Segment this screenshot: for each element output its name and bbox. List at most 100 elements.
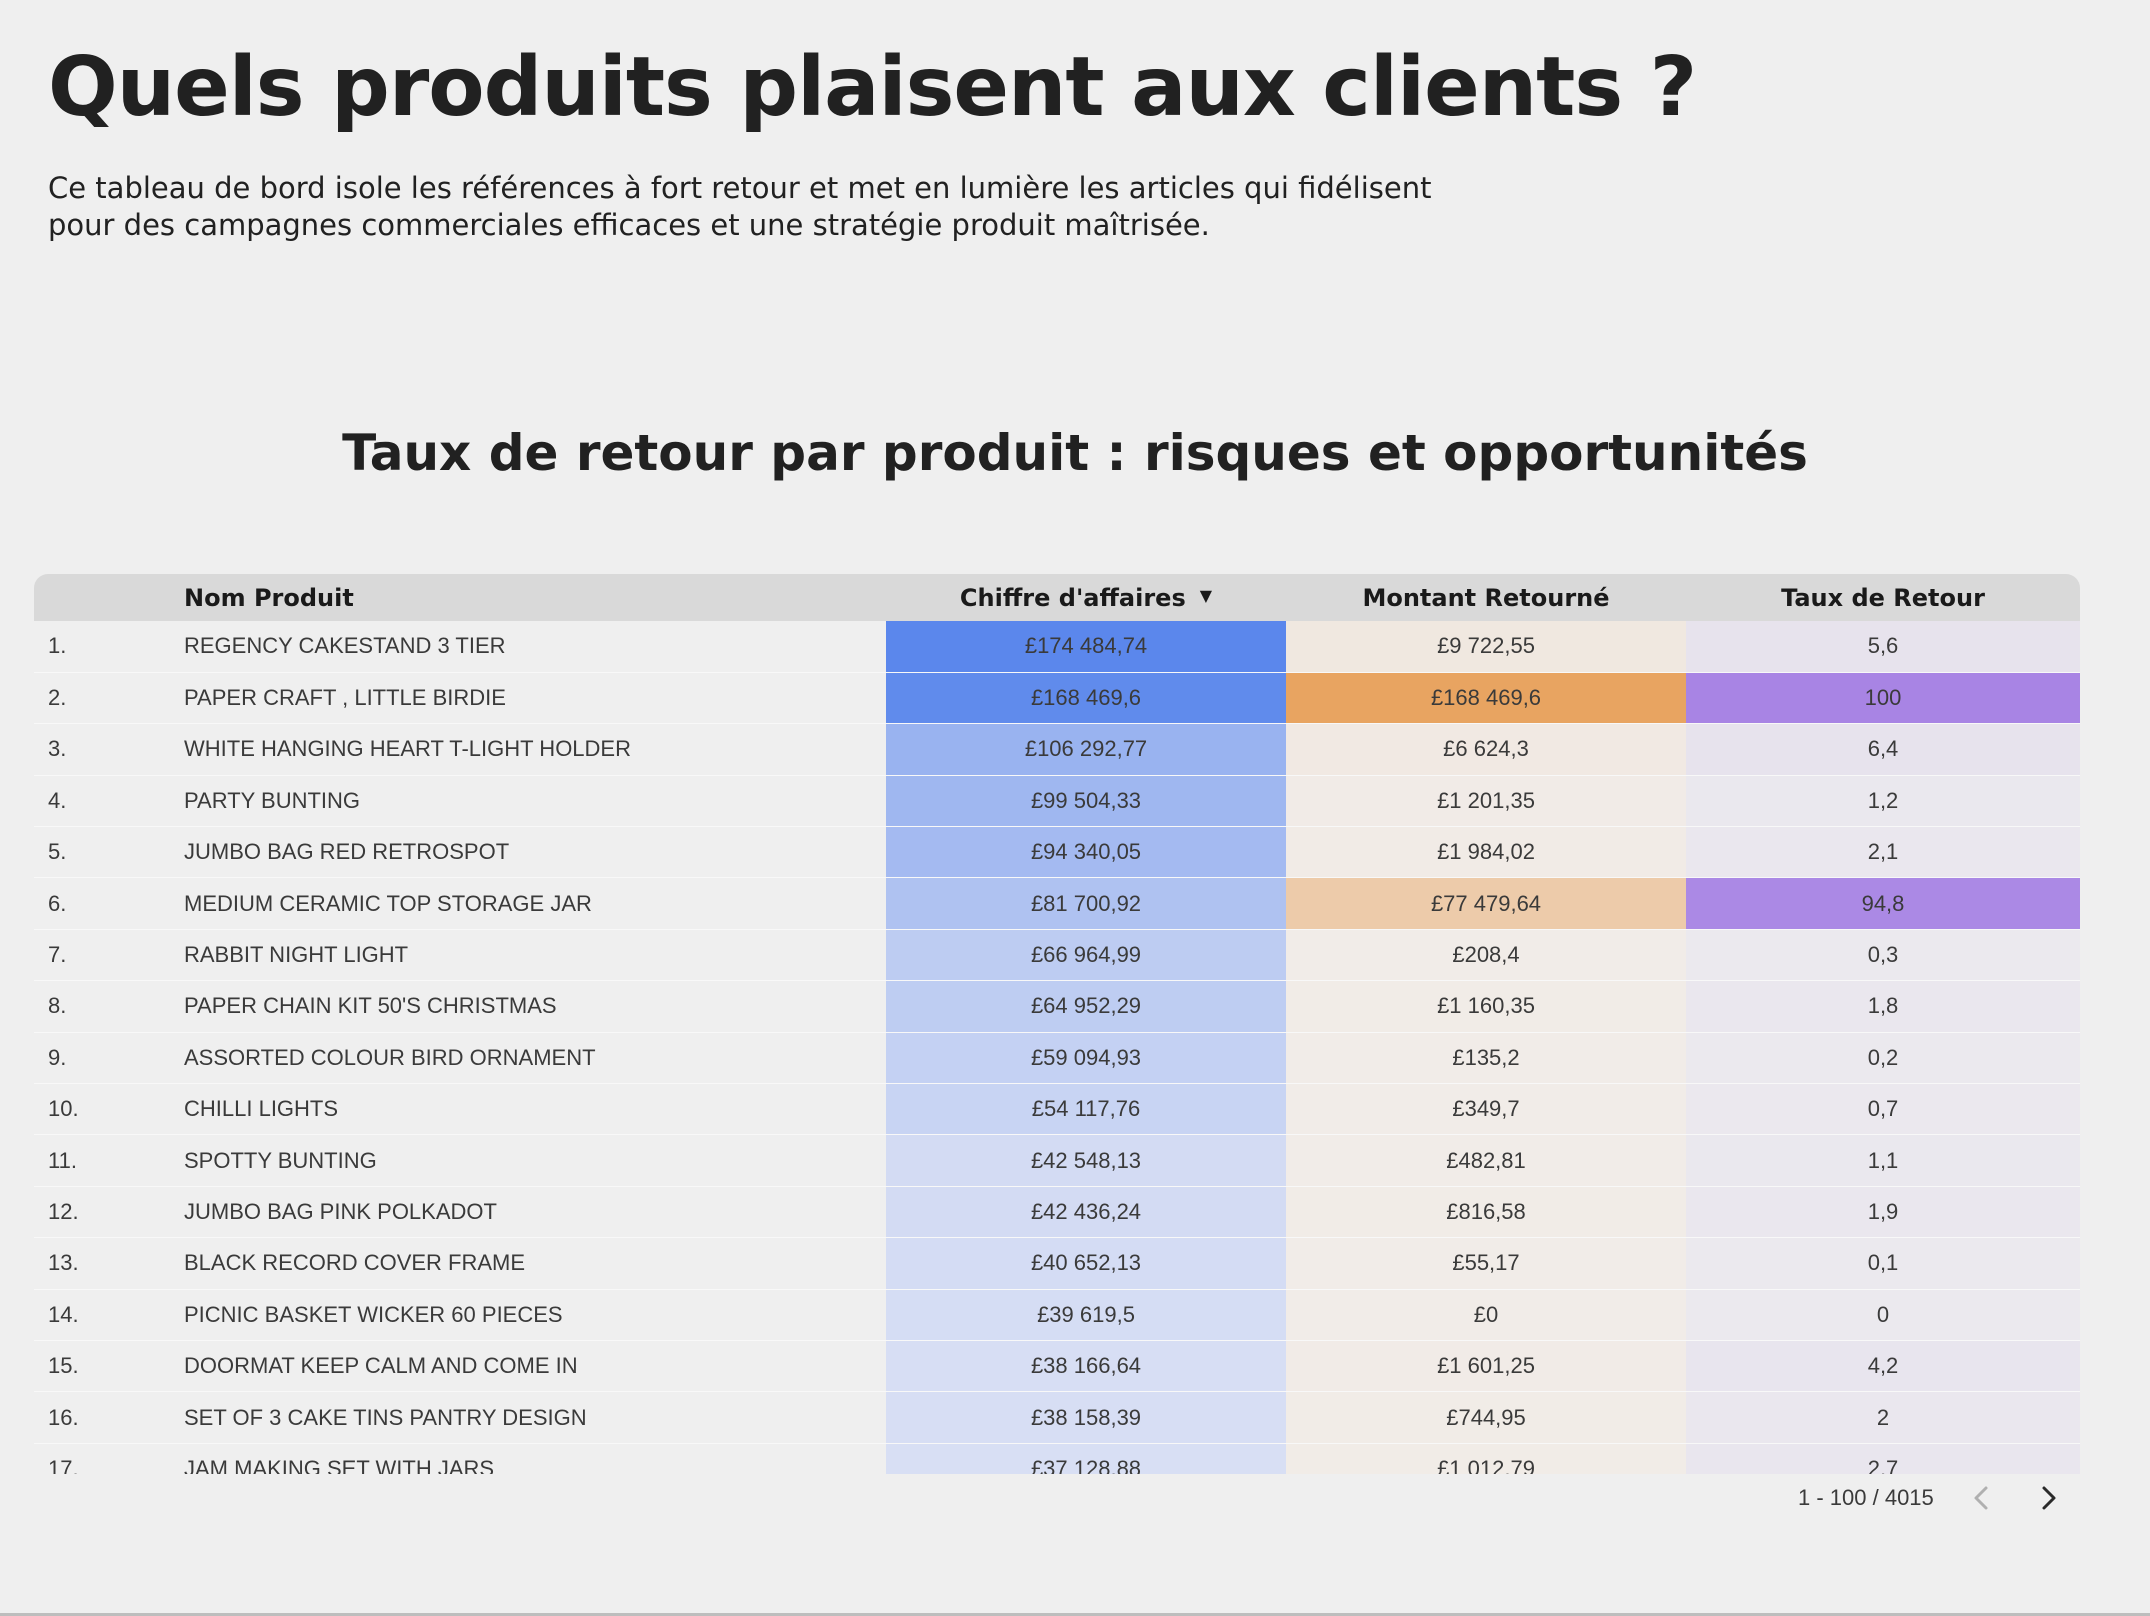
column-header-name[interactable]: Nom Produit <box>166 574 886 621</box>
returned-amount-cell: £1 984,02 <box>1286 826 1686 879</box>
table-row[interactable]: 17. JAM MAKING SET WITH JARS £37 128,88 £1 … <box>34 1443 2080 1474</box>
row-index: 9. <box>34 1032 166 1085</box>
product-name: WHITE HANGING HEART T-LIGHT HOLDER <box>166 723 886 776</box>
row-index: 3. <box>34 723 166 776</box>
revenue-cell: £66 964,99 <box>886 929 1286 982</box>
row-index: 4. <box>34 775 166 828</box>
table-row[interactable]: 15. DOORMAT KEEP CALM AND COME IN £38 166,… <box>34 1340 2080 1393</box>
revenue-cell: £39 619,5 <box>886 1289 1286 1341</box>
column-header-index <box>34 574 166 621</box>
return-rate-cell: 1,8 <box>1686 980 2080 1033</box>
returned-amount-cell: £1 012,79 <box>1286 1443 1686 1474</box>
return-rate-cell: 94,8 <box>1686 877 2080 930</box>
return-rate-cell: 0,1 <box>1686 1237 2080 1290</box>
table-row[interactable]: 4. PARTY BUNTING £99 504,33 £1 201,35 1,2 <box>34 775 2080 828</box>
product-name: SPOTTY BUNTING <box>166 1134 886 1187</box>
product-return-table[interactable]: Nom Produit Chiffre d'affaires ▼ Montant … <box>34 574 2080 1474</box>
row-index: 17. <box>34 1443 166 1474</box>
row-index: 12. <box>34 1186 166 1239</box>
row-index: 10. <box>34 1083 166 1136</box>
table-row[interactable]: 6. MEDIUM CERAMIC TOP STORAGE JAR £81 700,… <box>34 877 2080 930</box>
revenue-cell: £37 128,88 <box>886 1443 1286 1474</box>
intro-text: Ce tableau de bord isole les références … <box>48 170 1468 244</box>
table-row[interactable]: 7. RABBIT NIGHT LIGHT £66 964,99 £208,4 0,3 <box>34 929 2080 982</box>
row-index: 13. <box>34 1237 166 1290</box>
product-name: MEDIUM CERAMIC TOP STORAGE JAR <box>166 877 886 930</box>
column-header-returned[interactable]: Montant Retourné <box>1286 574 1686 621</box>
product-name: SET OF 3 CAKE TINS PANTRY DESIGN <box>166 1391 886 1444</box>
return-rate-cell: 1,1 <box>1686 1134 2080 1187</box>
returned-amount-cell: £55,17 <box>1286 1237 1686 1290</box>
row-index: 5. <box>34 826 166 879</box>
page-title: Quels produits plaisent aux clients ? <box>48 40 1697 135</box>
product-name: PARTY BUNTING <box>166 775 886 828</box>
return-rate-cell: 2,7 <box>1686 1443 2080 1474</box>
table-row[interactable]: 12. JUMBO BAG PINK POLKADOT £42 436,24 £816… <box>34 1186 2080 1239</box>
product-name: JUMBO BAG PINK POLKADOT <box>166 1186 886 1239</box>
table-row[interactable]: 8. PAPER CHAIN KIT 50'S CHRISTMAS £64 952,… <box>34 980 2080 1033</box>
product-name: BLACK RECORD COVER FRAME <box>166 1237 886 1290</box>
returned-amount-cell: £349,7 <box>1286 1083 1686 1136</box>
product-name: PAPER CHAIN KIT 50'S CHRISTMAS <box>166 980 886 1033</box>
product-name: RABBIT NIGHT LIGHT <box>166 929 886 982</box>
returned-amount-cell: £1 201,35 <box>1286 775 1686 828</box>
table-row[interactable]: 5. JUMBO BAG RED RETROSPOT £94 340,05 £1 98… <box>34 826 2080 879</box>
table-row[interactable]: 11. SPOTTY BUNTING £42 548,13 £482,81 1,1 <box>34 1134 2080 1187</box>
revenue-cell: £42 548,13 <box>886 1134 1286 1187</box>
caret-down-icon[interactable]: ▼ <box>1199 586 1213 605</box>
pagination: 1 - 100 / 4015 <box>1700 1478 2080 1518</box>
return-rate-cell: 2,1 <box>1686 826 2080 879</box>
table-row[interactable]: 3. WHITE HANGING HEART T-LIGHT HOLDER £106… <box>34 723 2080 776</box>
table-body: 1. REGENCY CAKESTAND 3 TIER £174 484,74 £9 … <box>34 621 2080 1474</box>
column-header-revenue[interactable]: Chiffre d'affaires ▼ <box>886 574 1286 621</box>
return-rate-cell: 100 <box>1686 672 2080 725</box>
product-name: DOORMAT KEEP CALM AND COME IN <box>166 1340 886 1393</box>
returned-amount-cell: £135,2 <box>1286 1032 1686 1085</box>
data-table: Nom Produit Chiffre d'affaires ▼ Montant … <box>34 574 2080 1474</box>
returned-amount-cell: £816,58 <box>1286 1186 1686 1239</box>
table-row[interactable]: 2. PAPER CRAFT , LITTLE BIRDIE £168 469,6 £… <box>34 672 2080 725</box>
return-rate-cell: 1,9 <box>1686 1186 2080 1239</box>
table-header-row: Nom Produit Chiffre d'affaires ▼ Montant … <box>34 574 2080 621</box>
row-index: 11. <box>34 1134 166 1187</box>
table-row[interactable]: 13. BLACK RECORD COVER FRAME £40 652,13 £55… <box>34 1237 2080 1290</box>
product-name: REGENCY CAKESTAND 3 TIER <box>166 621 886 673</box>
returned-amount-cell: £168 469,6 <box>1286 672 1686 725</box>
revenue-cell: £99 504,33 <box>886 775 1286 828</box>
revenue-cell: £106 292,77 <box>886 723 1286 776</box>
returned-amount-cell: £208,4 <box>1286 929 1686 982</box>
chevron-left-icon[interactable] <box>1964 1480 2000 1516</box>
product-name: JUMBO BAG RED RETROSPOT <box>166 826 886 879</box>
revenue-cell: £54 117,76 <box>886 1083 1286 1136</box>
bottom-divider <box>0 1613 2150 1616</box>
column-header-rate[interactable]: Taux de Retour <box>1686 574 2080 621</box>
product-name: CHILLI LIGHTS <box>166 1083 886 1136</box>
returned-amount-cell: £1 601,25 <box>1286 1340 1686 1393</box>
return-rate-cell: 0,2 <box>1686 1032 2080 1085</box>
revenue-cell: £38 166,64 <box>886 1340 1286 1393</box>
revenue-cell: £168 469,6 <box>886 672 1286 725</box>
intro-line-2: pour des campagnes commerciales efficace… <box>48 208 1210 242</box>
returned-amount-cell: £1 160,35 <box>1286 980 1686 1033</box>
table-row[interactable]: 14. PICNIC BASKET WICKER 60 PIECES £39 619… <box>34 1289 2080 1341</box>
returned-amount-cell: £9 722,55 <box>1286 621 1686 673</box>
returned-amount-cell: £77 479,64 <box>1286 877 1686 930</box>
returned-amount-cell: £482,81 <box>1286 1134 1686 1187</box>
table-row[interactable]: 9. ASSORTED COLOUR BIRD ORNAMENT £59 094,9… <box>34 1032 2080 1085</box>
chevron-right-icon[interactable] <box>2030 1480 2066 1516</box>
return-rate-cell: 0 <box>1686 1289 2080 1341</box>
revenue-cell: £40 652,13 <box>886 1237 1286 1290</box>
column-header-returned-label: Montant Retourné <box>1362 583 1610 612</box>
revenue-cell: £94 340,05 <box>886 826 1286 879</box>
return-rate-cell: 4,2 <box>1686 1340 2080 1393</box>
column-header-name-label: Nom Produit <box>184 583 354 612</box>
pagination-label: 1 - 100 / 4015 <box>1798 1485 1934 1510</box>
returned-amount-cell: £744,95 <box>1286 1391 1686 1444</box>
revenue-cell: £64 952,29 <box>886 980 1286 1033</box>
product-name: JAM MAKING SET WITH JARS <box>166 1443 886 1474</box>
revenue-cell: £38 158,39 <box>886 1391 1286 1444</box>
revenue-cell: £42 436,24 <box>886 1186 1286 1239</box>
table-row[interactable]: 10. CHILLI LIGHTS £54 117,76 £349,7 0,7 <box>34 1083 2080 1136</box>
table-row[interactable]: 16. SET OF 3 CAKE TINS PANTRY DESIGN £38 1… <box>34 1391 2080 1444</box>
table-row[interactable]: 1. REGENCY CAKESTAND 3 TIER £174 484,74 £9 … <box>34 621 2080 673</box>
